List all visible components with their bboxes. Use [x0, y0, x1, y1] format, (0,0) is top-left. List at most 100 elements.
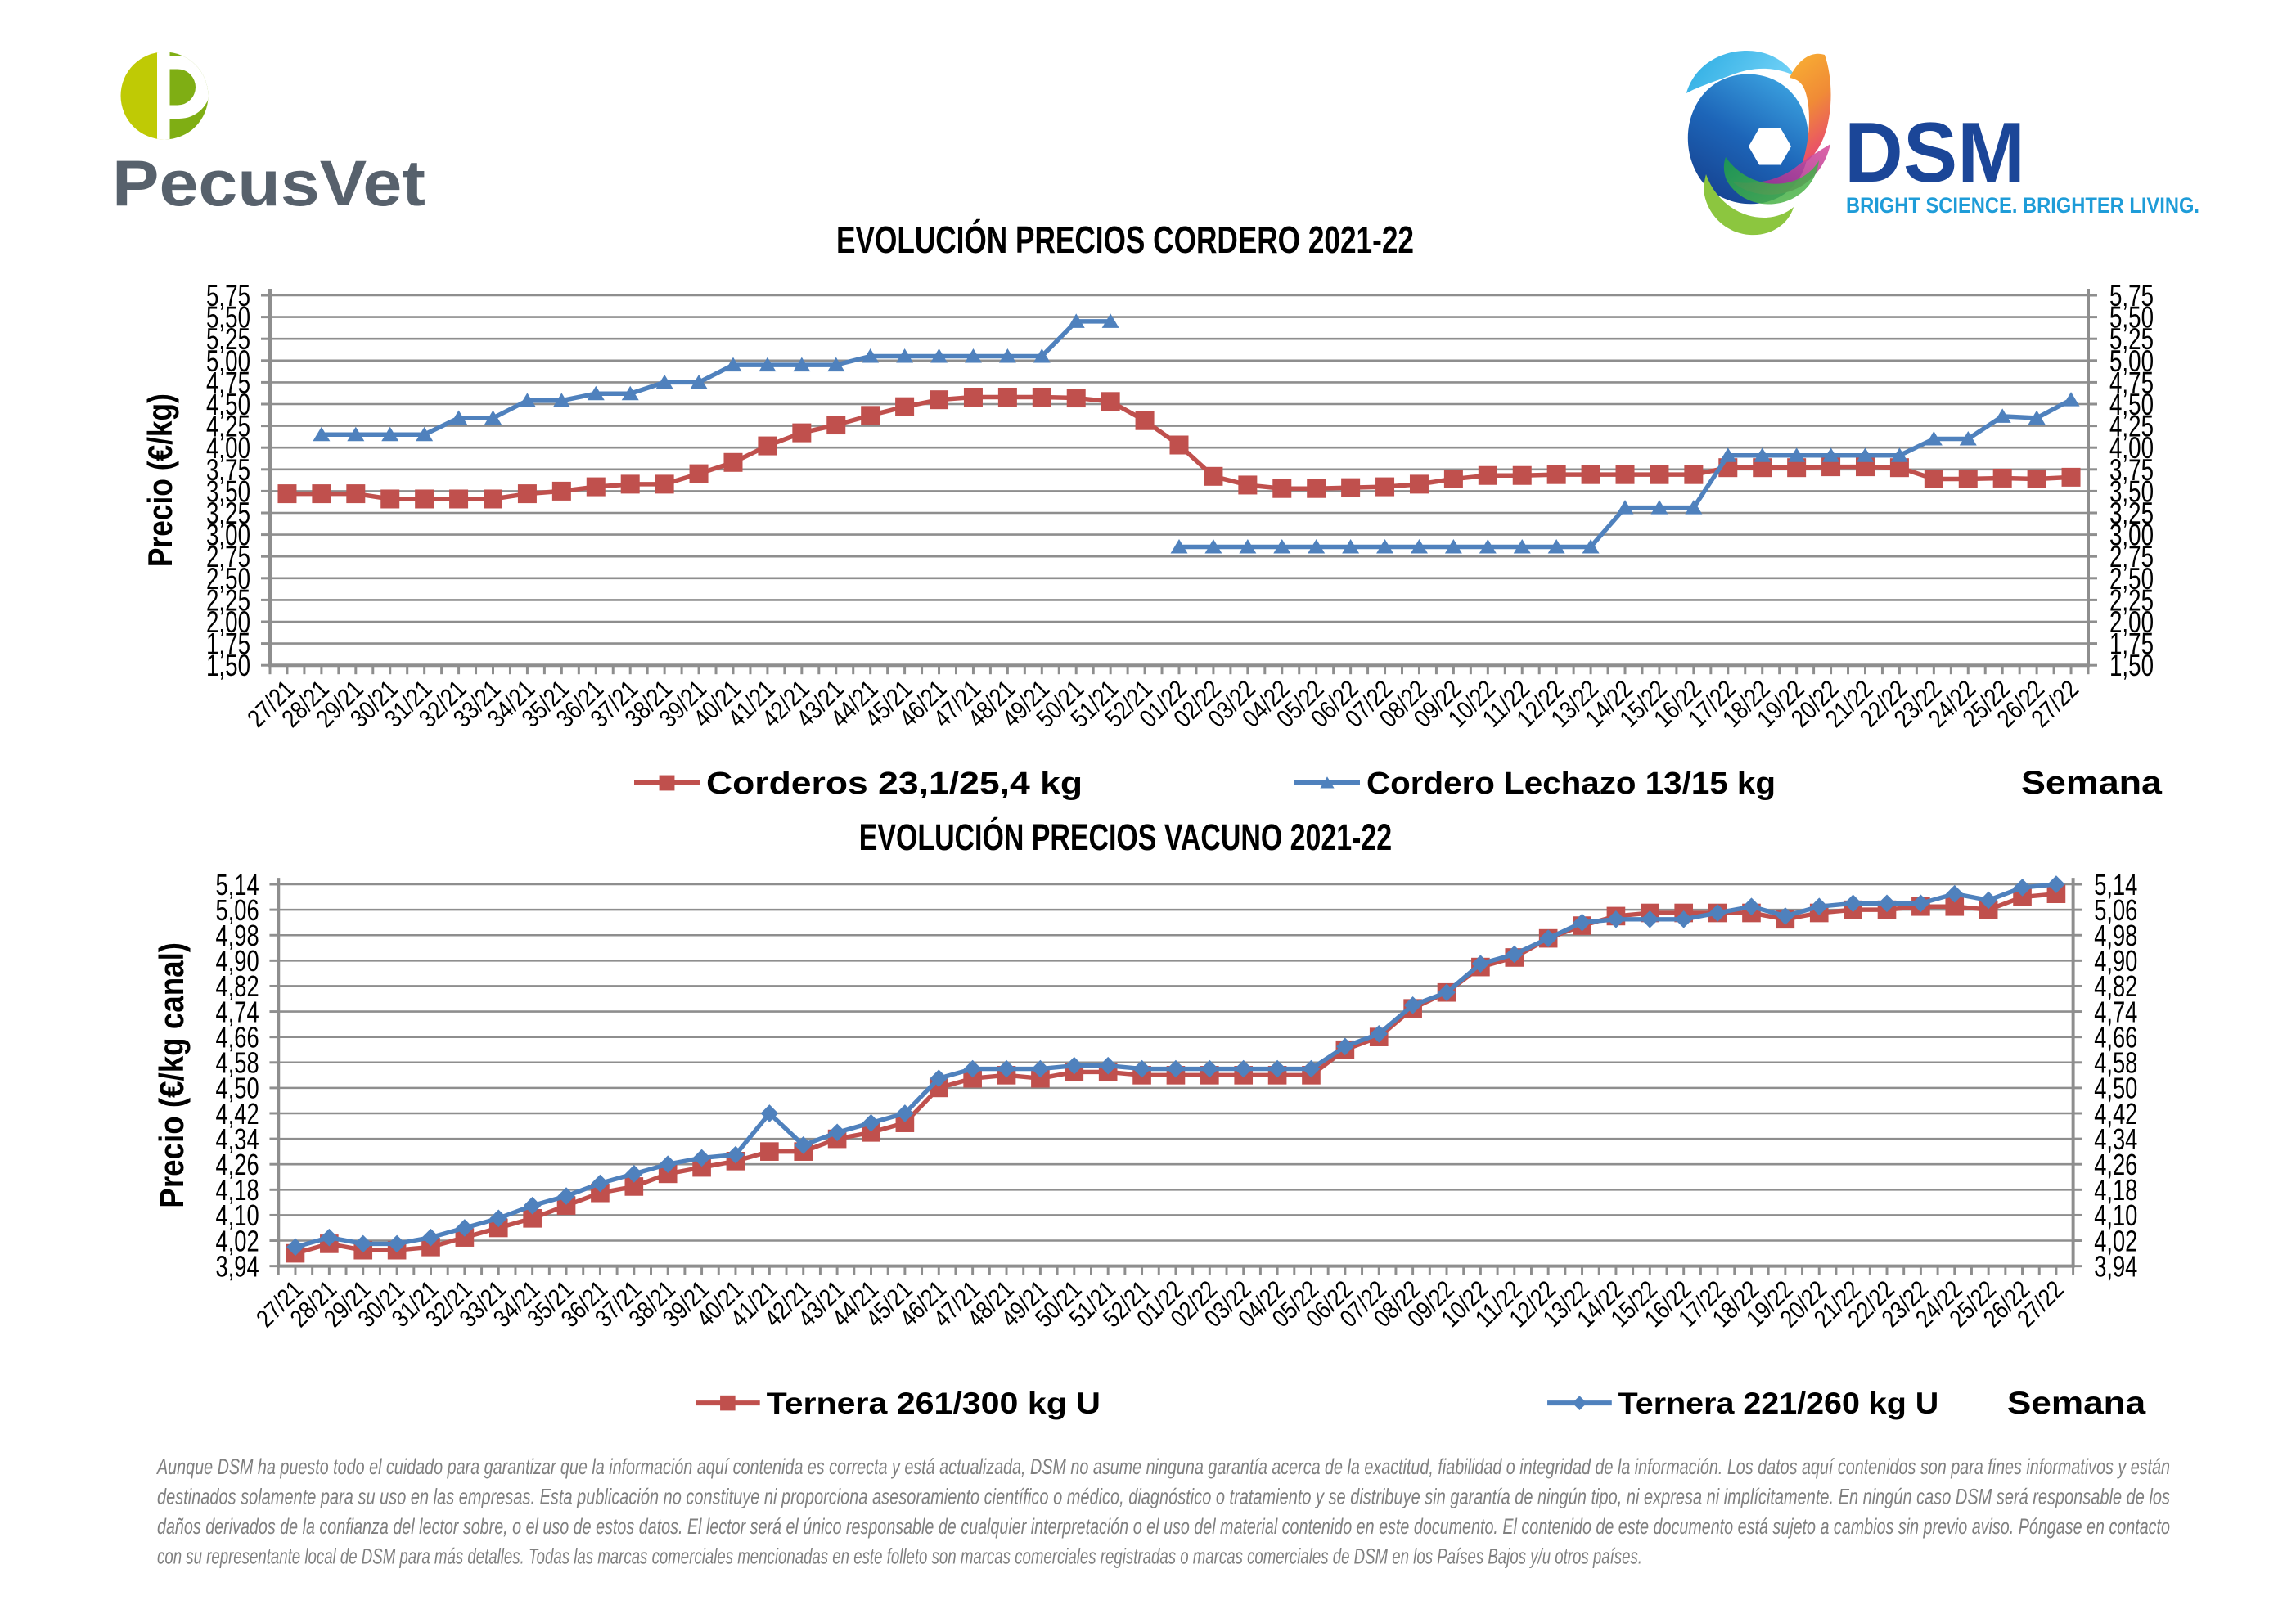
marker-diamond: [862, 1113, 880, 1132]
y-tick-label-right: 4,50: [2109, 388, 2154, 421]
dsm-swirl-orange-petal: [1790, 53, 1831, 164]
marker-square: [1478, 465, 1497, 485]
y-tick-label-right: 1,50: [2109, 649, 2154, 682]
disclaimer-line: destinados solamente para su uso en las …: [157, 1485, 2170, 1509]
y-tick-label-right: 4,00: [2109, 431, 2154, 465]
y-tick-label-left: 2,25: [206, 583, 250, 617]
marker-square: [1958, 470, 1978, 489]
disclaimer-text: Aunque DSM ha puesto todo el cuidado par…: [156, 1454, 2170, 1569]
marker-square: [792, 423, 812, 443]
marker-diamond: [1641, 910, 1659, 928]
marker-triangle: [381, 426, 399, 442]
marker-square: [963, 387, 983, 407]
disclaimer-line: Aunque DSM ha puesto todo el cuidado par…: [156, 1454, 2170, 1479]
marker-triangle: [1822, 447, 1840, 462]
marker-triangle: [1650, 500, 1668, 515]
marker-diamond: [320, 1228, 339, 1247]
marker-diamond: [1099, 1056, 1118, 1075]
marker-diamond: [727, 1145, 745, 1164]
marker-square: [723, 452, 743, 472]
marker-triangle: [827, 357, 845, 372]
dsm-swirl-lightblue-petal: [1686, 51, 1795, 93]
marker-square: [277, 484, 297, 504]
dsm-swirl-icon: [1686, 51, 1831, 236]
marker-square: [758, 436, 777, 456]
marker-square: [1307, 479, 1326, 498]
chart-title: EVOLUCIÓN PRECIOS CORDERO 2021-22: [836, 218, 1414, 261]
marker-triangle: [1925, 431, 1943, 446]
marker-square: [930, 390, 949, 410]
y-tick-label-right: 4,98: [2094, 919, 2137, 952]
pecusvet-p-stem: [157, 52, 170, 140]
y-tick-label-left: 1,75: [206, 627, 250, 661]
legend-label-1: Cordero Lechazo 13/15 kg: [1366, 767, 1776, 801]
marker-square: [1204, 466, 1223, 486]
marker-triangle: [1308, 538, 1326, 554]
y-tick-label-left: 5,00: [206, 344, 250, 378]
marker-triangle: [1410, 538, 1428, 554]
marker-diamond: [1438, 983, 1456, 1002]
marker-triangle: [1754, 447, 1772, 462]
y-tick-label-right: 3,75: [2109, 453, 2154, 487]
marker-diamond: [557, 1187, 575, 1205]
marker-square: [1032, 387, 1051, 407]
marker-square: [2013, 888, 2032, 906]
marker-square: [2027, 470, 2046, 489]
y-tick-label-left: 4,90: [216, 944, 259, 978]
marker-diamond: [1234, 1059, 1253, 1078]
marker-triangle: [1513, 538, 1531, 554]
marker-square: [591, 1183, 610, 1203]
y-tick-label-right: 5,14: [2094, 868, 2137, 901]
y-tick-label-right: 2,75: [2109, 540, 2154, 573]
y-tick-label-right: 2,00: [2109, 605, 2154, 639]
marker-triangle: [450, 410, 468, 425]
marker-triangle: [998, 348, 1016, 363]
marker-square: [1855, 457, 1875, 477]
y-tick-label-left: 3,00: [206, 519, 250, 552]
y-tick-label-left: 4,75: [206, 366, 250, 399]
y-tick-label-left: 3,75: [206, 453, 250, 487]
marker-square: [1753, 458, 1772, 478]
legend-label-1: Ternera 221/260 kg U: [1618, 1386, 1939, 1420]
marker-square: [2046, 884, 2066, 904]
y-axis-title: Precio (€/kg canal): [153, 942, 191, 1208]
y-tick-label-right: 4,58: [2094, 1046, 2137, 1080]
y-tick-label-left: 4,26: [216, 1148, 259, 1181]
marker-square: [658, 1164, 678, 1184]
marker-square: [1169, 435, 1189, 455]
marker-square: [1135, 411, 1155, 430]
y-tick-label-left: 4,10: [216, 1198, 259, 1232]
y-tick-label-left: 4,34: [216, 1122, 259, 1156]
marker-triangle: [1959, 431, 1977, 446]
y-tick-label-left: 4,66: [216, 1020, 259, 1054]
marker-triangle: [690, 374, 708, 389]
marker-diamond: [1132, 1059, 1151, 1078]
dsm-tagline: BRIGHT SCIENCE. BRIGHTER LIVING.: [1846, 193, 2199, 218]
marker-triangle: [1479, 538, 1497, 554]
y-tick-label-left: 4,42: [216, 1097, 259, 1131]
marker-triangle: [1067, 313, 1085, 328]
y-tick-label-right: 5,06: [2094, 893, 2137, 927]
y-tick-label-right: 5,75: [2109, 279, 2154, 312]
marker-square: [346, 484, 366, 504]
legend-label-0: Corderos 23,1/25,4 kg: [706, 767, 1083, 801]
marker-diamond: [1167, 1059, 1185, 1078]
marker-square: [1889, 458, 1909, 478]
marker-square: [1375, 477, 1395, 497]
marker-square: [895, 397, 915, 416]
marker-triangle: [1856, 447, 1874, 462]
y-tick-label-left: 5,75: [206, 279, 250, 312]
y-tick-label-right: 4,74: [2094, 995, 2137, 1028]
y-tick-label-right: 1,75: [2109, 627, 2154, 661]
y-tick-label-right: 3,00: [2109, 519, 2154, 552]
marker-square: [1684, 465, 1704, 484]
x-axis-title: Semana: [2007, 1385, 2146, 1421]
marker-square: [862, 1123, 880, 1142]
y-tick-label-right: 4,25: [2109, 410, 2154, 443]
chart-title: EVOLUCIÓN PRECIOS VACUNO 2021-22: [859, 816, 1392, 858]
marker-square: [861, 406, 880, 425]
marker-diamond: [1539, 929, 1557, 947]
marker-triangle: [518, 393, 536, 407]
marker-triangle: [655, 374, 673, 389]
marker-square: [1512, 465, 1532, 485]
